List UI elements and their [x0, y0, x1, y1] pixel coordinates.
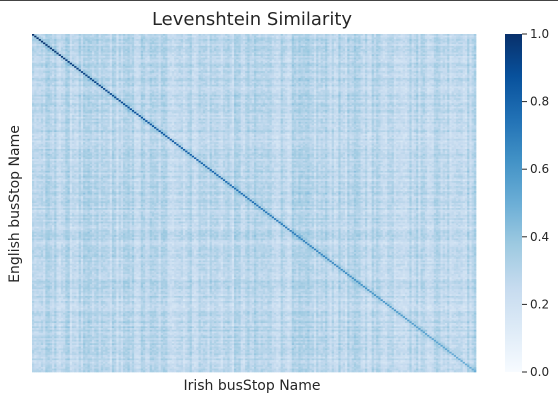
chart-title: Levenshtein Similarity	[152, 9, 352, 30]
heatmap-cells	[32, 34, 476, 372]
